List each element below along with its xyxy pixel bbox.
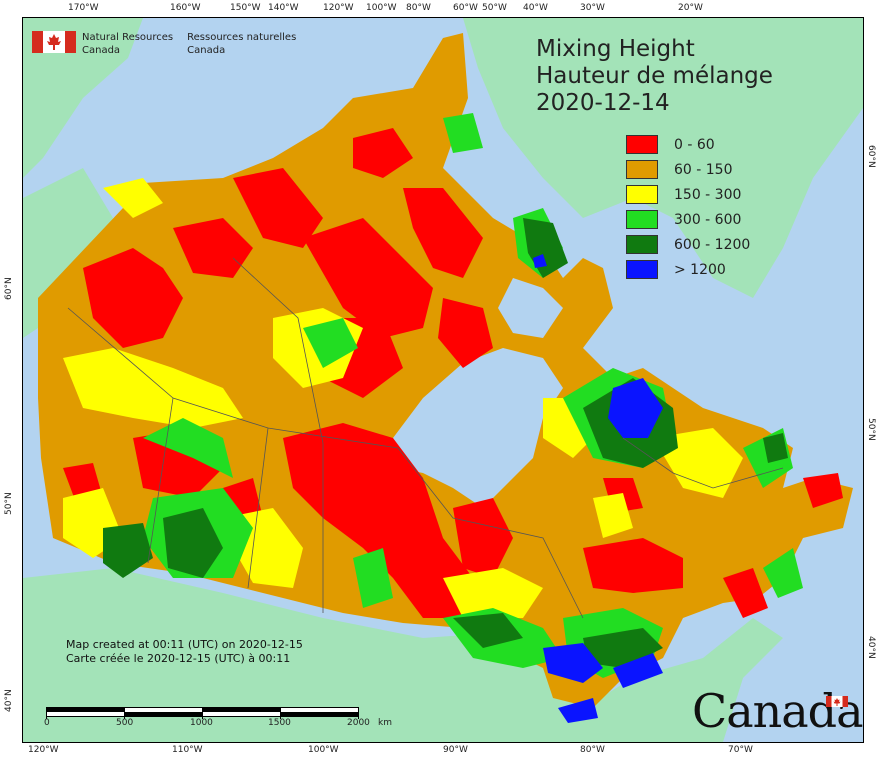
scale-tick-label: 500 xyxy=(116,718,134,728)
greenland-land xyxy=(463,18,863,298)
legend-label: 300 - 600 xyxy=(674,211,742,228)
bottom-tick-label: 90°W xyxy=(443,745,468,755)
bottom-tick-label: 80°W xyxy=(580,745,605,755)
left-tick-label: 40°N xyxy=(4,689,14,712)
top-tick-label: 150°W xyxy=(230,3,261,13)
usa-land xyxy=(23,568,783,742)
scale-tick-label: 1000 xyxy=(190,718,213,728)
agency-fr-line1: Ressources naturelles xyxy=(187,32,297,43)
scale-bar xyxy=(46,704,362,723)
legend-swatch xyxy=(626,135,658,154)
bottom-tick-label: 110°W xyxy=(172,745,203,755)
bottom-tick-label: 70°W xyxy=(728,745,753,755)
map-canvas xyxy=(23,18,863,742)
top-tick-label: 170°W xyxy=(68,3,99,13)
canada-mixing-height xyxy=(38,33,853,723)
legend-item: 60 - 150 xyxy=(626,157,750,182)
legend-label: 0 - 60 xyxy=(674,136,715,153)
legend-swatch xyxy=(626,185,658,204)
top-tick-label: 40°W xyxy=(523,3,548,13)
wordmark-flag-icon xyxy=(826,692,848,707)
asia-land xyxy=(23,18,143,178)
canada-flag-icon xyxy=(32,31,76,53)
agency-name-fr: Ressources naturelles Canada xyxy=(187,31,296,57)
map-title: Mixing Height Hauteur de mélange 2020-12… xyxy=(536,36,773,117)
canada-wordmark: Canada xyxy=(692,684,864,738)
creation-note-en: Map created at 00:11 (UTC) on 2020-12-15 xyxy=(66,638,303,651)
legend-label: > 1200 xyxy=(674,261,726,278)
right-tick-label: 50°N xyxy=(866,418,876,441)
top-tick-label: 140°W xyxy=(268,3,299,13)
left-tick-label: 60°N xyxy=(4,277,14,300)
legend-item: > 1200 xyxy=(626,257,750,282)
creation-note-fr: Carte créée le 2020-12-15 (UTC) à 00:11 xyxy=(66,652,291,665)
agency-en-line1: Natural Resources xyxy=(82,32,174,43)
top-tick-label: 50°W xyxy=(482,3,507,13)
bottom-tick-label: 100°W xyxy=(308,745,339,755)
hudson-bay xyxy=(393,348,563,508)
top-tick-label: 160°W xyxy=(170,3,201,13)
right-tick-label: 60°N xyxy=(866,145,876,168)
agency-fr-line2: Canada xyxy=(187,45,226,56)
top-tick-label: 120°W xyxy=(323,3,354,13)
scale-unit: km xyxy=(378,718,392,728)
creation-note: Map created at 00:11 (UTC) on 2020-12-15… xyxy=(66,638,303,666)
legend-label: 150 - 300 xyxy=(674,186,742,203)
title-english: Mixing Height xyxy=(536,36,695,62)
agency-name-en: Natural Resources Canada xyxy=(82,31,173,57)
legend-item: 0 - 60 xyxy=(626,132,750,157)
top-tick-label: 30°W xyxy=(580,3,605,13)
scale-bar-labels: 0 500 1000 1500 2000 km xyxy=(42,718,402,730)
legend-label: 60 - 150 xyxy=(674,161,733,178)
scale-tick-label: 0 xyxy=(44,718,50,728)
foxe-basin xyxy=(498,278,563,338)
legend-item: 300 - 600 xyxy=(626,207,750,232)
top-tick-label: 60°W xyxy=(453,3,478,13)
legend-swatch xyxy=(626,260,658,279)
legend-item: 600 - 1200 xyxy=(626,232,750,257)
legend-item: 150 - 300 xyxy=(626,182,750,207)
title-french: Hauteur de mélange xyxy=(536,63,773,89)
scale-tick-label: 2000 xyxy=(347,718,370,728)
left-tick-label: 50°N xyxy=(4,492,14,515)
legend: 0 - 60 60 - 150 150 - 300 300 - 600 600 … xyxy=(626,132,750,282)
legend-swatch xyxy=(626,210,658,229)
agency-en-line2: Canada xyxy=(82,45,121,56)
legend-label: 600 - 1200 xyxy=(674,236,751,253)
scale-tick-label: 1500 xyxy=(268,718,291,728)
legend-swatch xyxy=(626,160,658,179)
legend-swatch xyxy=(626,235,658,254)
nrcan-signature: Natural Resources Canada Ressources natu… xyxy=(32,31,296,57)
bottom-tick-label: 120°W xyxy=(28,745,59,755)
top-tick-label: 100°W xyxy=(366,3,397,13)
province-boundaries xyxy=(67,257,784,619)
map-date: 2020-12-14 xyxy=(536,90,670,116)
top-tick-label: 20°W xyxy=(678,3,703,13)
mixing-height-map xyxy=(22,17,864,743)
right-tick-label: 40°N xyxy=(866,636,876,659)
top-tick-label: 80°W xyxy=(406,3,431,13)
